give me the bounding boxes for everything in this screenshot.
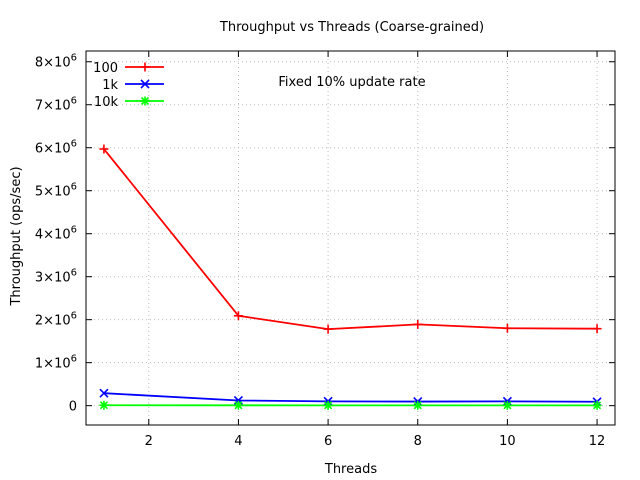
data-point-100 (413, 319, 423, 329)
data-point-10k (233, 400, 243, 410)
x-tick-label: 10 (499, 434, 516, 449)
series-line-100 (103, 148, 598, 331)
legend-item-1k: 1k (102, 78, 164, 93)
data-point-10k (592, 400, 602, 410)
series-layer (99, 144, 602, 410)
legend-item-100: 100 (93, 61, 164, 76)
y-tick-label: 8×106 (35, 53, 77, 71)
x-tick-label: 6 (324, 434, 332, 449)
grid-lines (86, 51, 615, 425)
data-point-1k (99, 388, 109, 398)
x-tick-label: 8 (414, 434, 422, 449)
series-1k (99, 388, 602, 407)
y-axis-label: Throughput (ops/sec) (9, 166, 24, 306)
marker-stroke (324, 401, 333, 410)
y-tick-label: 5×106 (35, 182, 77, 200)
legend-label: 100 (93, 61, 118, 76)
marker-stroke (140, 96, 150, 106)
y-tick-label: 0 (69, 400, 77, 415)
data-point-100 (323, 324, 333, 334)
legend-marker (140, 96, 150, 106)
legend: 100 1k 10k (93, 61, 164, 110)
series-line-1k (103, 392, 598, 403)
data-point-10k (502, 400, 512, 410)
y-tick-label: 4×106 (35, 225, 77, 243)
series-10k (99, 400, 602, 410)
marker-stroke (99, 388, 109, 398)
plot-border (85, 50, 616, 426)
data-point-100 (502, 323, 512, 333)
y-tick-label: 1×106 (35, 354, 77, 372)
axis-ticks: 2 4 6 8 10 12 0 1×106 2×106 3×106 4×106 5×106 6×106 7… (35, 51, 615, 449)
marker-stroke (99, 401, 108, 410)
data-point-100 (592, 324, 602, 334)
x-axis-label: Threads (324, 462, 377, 477)
legend-marker (140, 79, 150, 89)
chart-title: Throughput vs Threads (Coarse-grained) (219, 20, 484, 35)
y-tick-label: 2×106 (35, 311, 77, 329)
legend-label: 10k (94, 95, 119, 110)
legend-marker (140, 62, 150, 72)
x-tick-label: 2 (145, 434, 153, 449)
legend-label: 1k (102, 78, 118, 93)
legend-item-10k: 10k (94, 95, 164, 110)
series-100 (99, 144, 602, 334)
marker-stroke (593, 401, 602, 410)
marker-stroke (234, 401, 243, 410)
chart-annotation: Fixed 10% update rate (278, 75, 425, 90)
data-point-10k (99, 400, 109, 410)
marker-stroke (413, 401, 422, 410)
x-tick-label: 12 (589, 434, 606, 449)
x-tick-label: 4 (234, 434, 242, 449)
data-point-100 (233, 311, 243, 321)
y-tick-label: 3×106 (35, 268, 77, 286)
data-point-10k (413, 400, 423, 410)
y-tick-label: 7×106 (35, 96, 77, 114)
marker-stroke (140, 79, 150, 89)
marker-stroke (503, 401, 512, 410)
y-tick-label: 6×106 (35, 139, 77, 157)
data-point-10k (323, 400, 333, 410)
data-point-100 (99, 144, 109, 154)
